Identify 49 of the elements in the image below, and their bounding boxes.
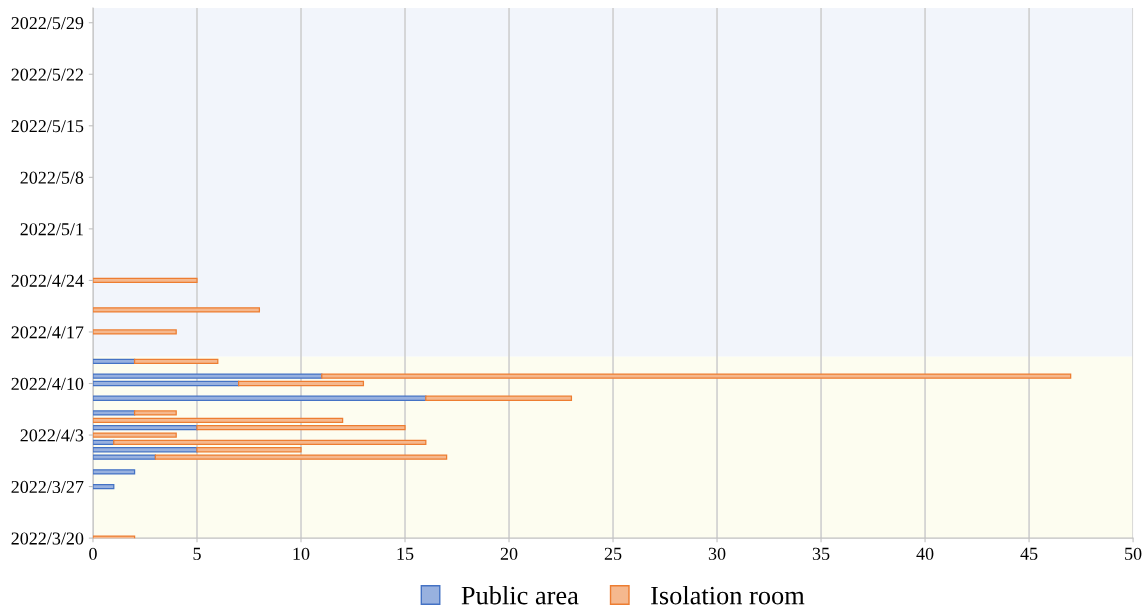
bar [92,425,198,431]
bar [425,395,573,401]
bar [92,469,136,475]
x-tick-label: 50 [1125,547,1142,560]
bar [154,454,448,460]
x-tick-label: 15 [397,547,414,560]
bar [133,410,177,416]
y-tick-label: 2022/3/20 [11,532,84,545]
y-tick-label: 2022/5/29 [11,16,84,30]
bar [92,380,240,387]
y-tick-label: 2022/5/1 [20,223,83,236]
bar [92,432,177,438]
bar [92,329,177,335]
y-tick-label: 2022/4/24 [11,274,84,287]
bar [237,380,365,387]
bar [196,425,406,431]
bar [92,395,427,401]
bar [92,358,136,365]
y-tick-label: 2022/4/3 [20,429,84,442]
x-tick-label: 35 [812,547,830,560]
bar [92,277,198,284]
bar [321,373,1072,379]
x-tick-label: 10 [293,547,310,560]
bar [133,358,219,365]
x-tick-label: 25 [604,547,622,560]
y-tick-label: 2022/4/10 [11,377,84,390]
y-tick-label: 2022/5/22 [11,68,83,81]
x-tick-label: 0 [89,547,97,560]
bar [92,454,157,460]
y-tick-label: 2022/5/15 [11,120,84,133]
bar [92,307,261,313]
bar [92,410,136,416]
bar [92,447,198,453]
legend-label: Public area [461,585,579,605]
bar [92,373,323,379]
x-tick-label: 45 [1020,547,1038,560]
bar [92,417,344,423]
x-tick-label: 20 [500,547,518,560]
legend-label: Isolation room [651,585,805,605]
y-tick-label: 2022/5/8 [20,171,84,184]
x-tick-label: 40 [916,547,934,560]
y-tick-label: 2022/3/27 [11,480,84,494]
bar [113,439,427,446]
bar [92,535,136,539]
x-tick-label: 30 [708,547,726,560]
bar [196,447,302,453]
x-tick-label: 5 [193,547,201,560]
bar [92,483,115,490]
y-tick-label: 2022/4/17 [11,326,84,339]
